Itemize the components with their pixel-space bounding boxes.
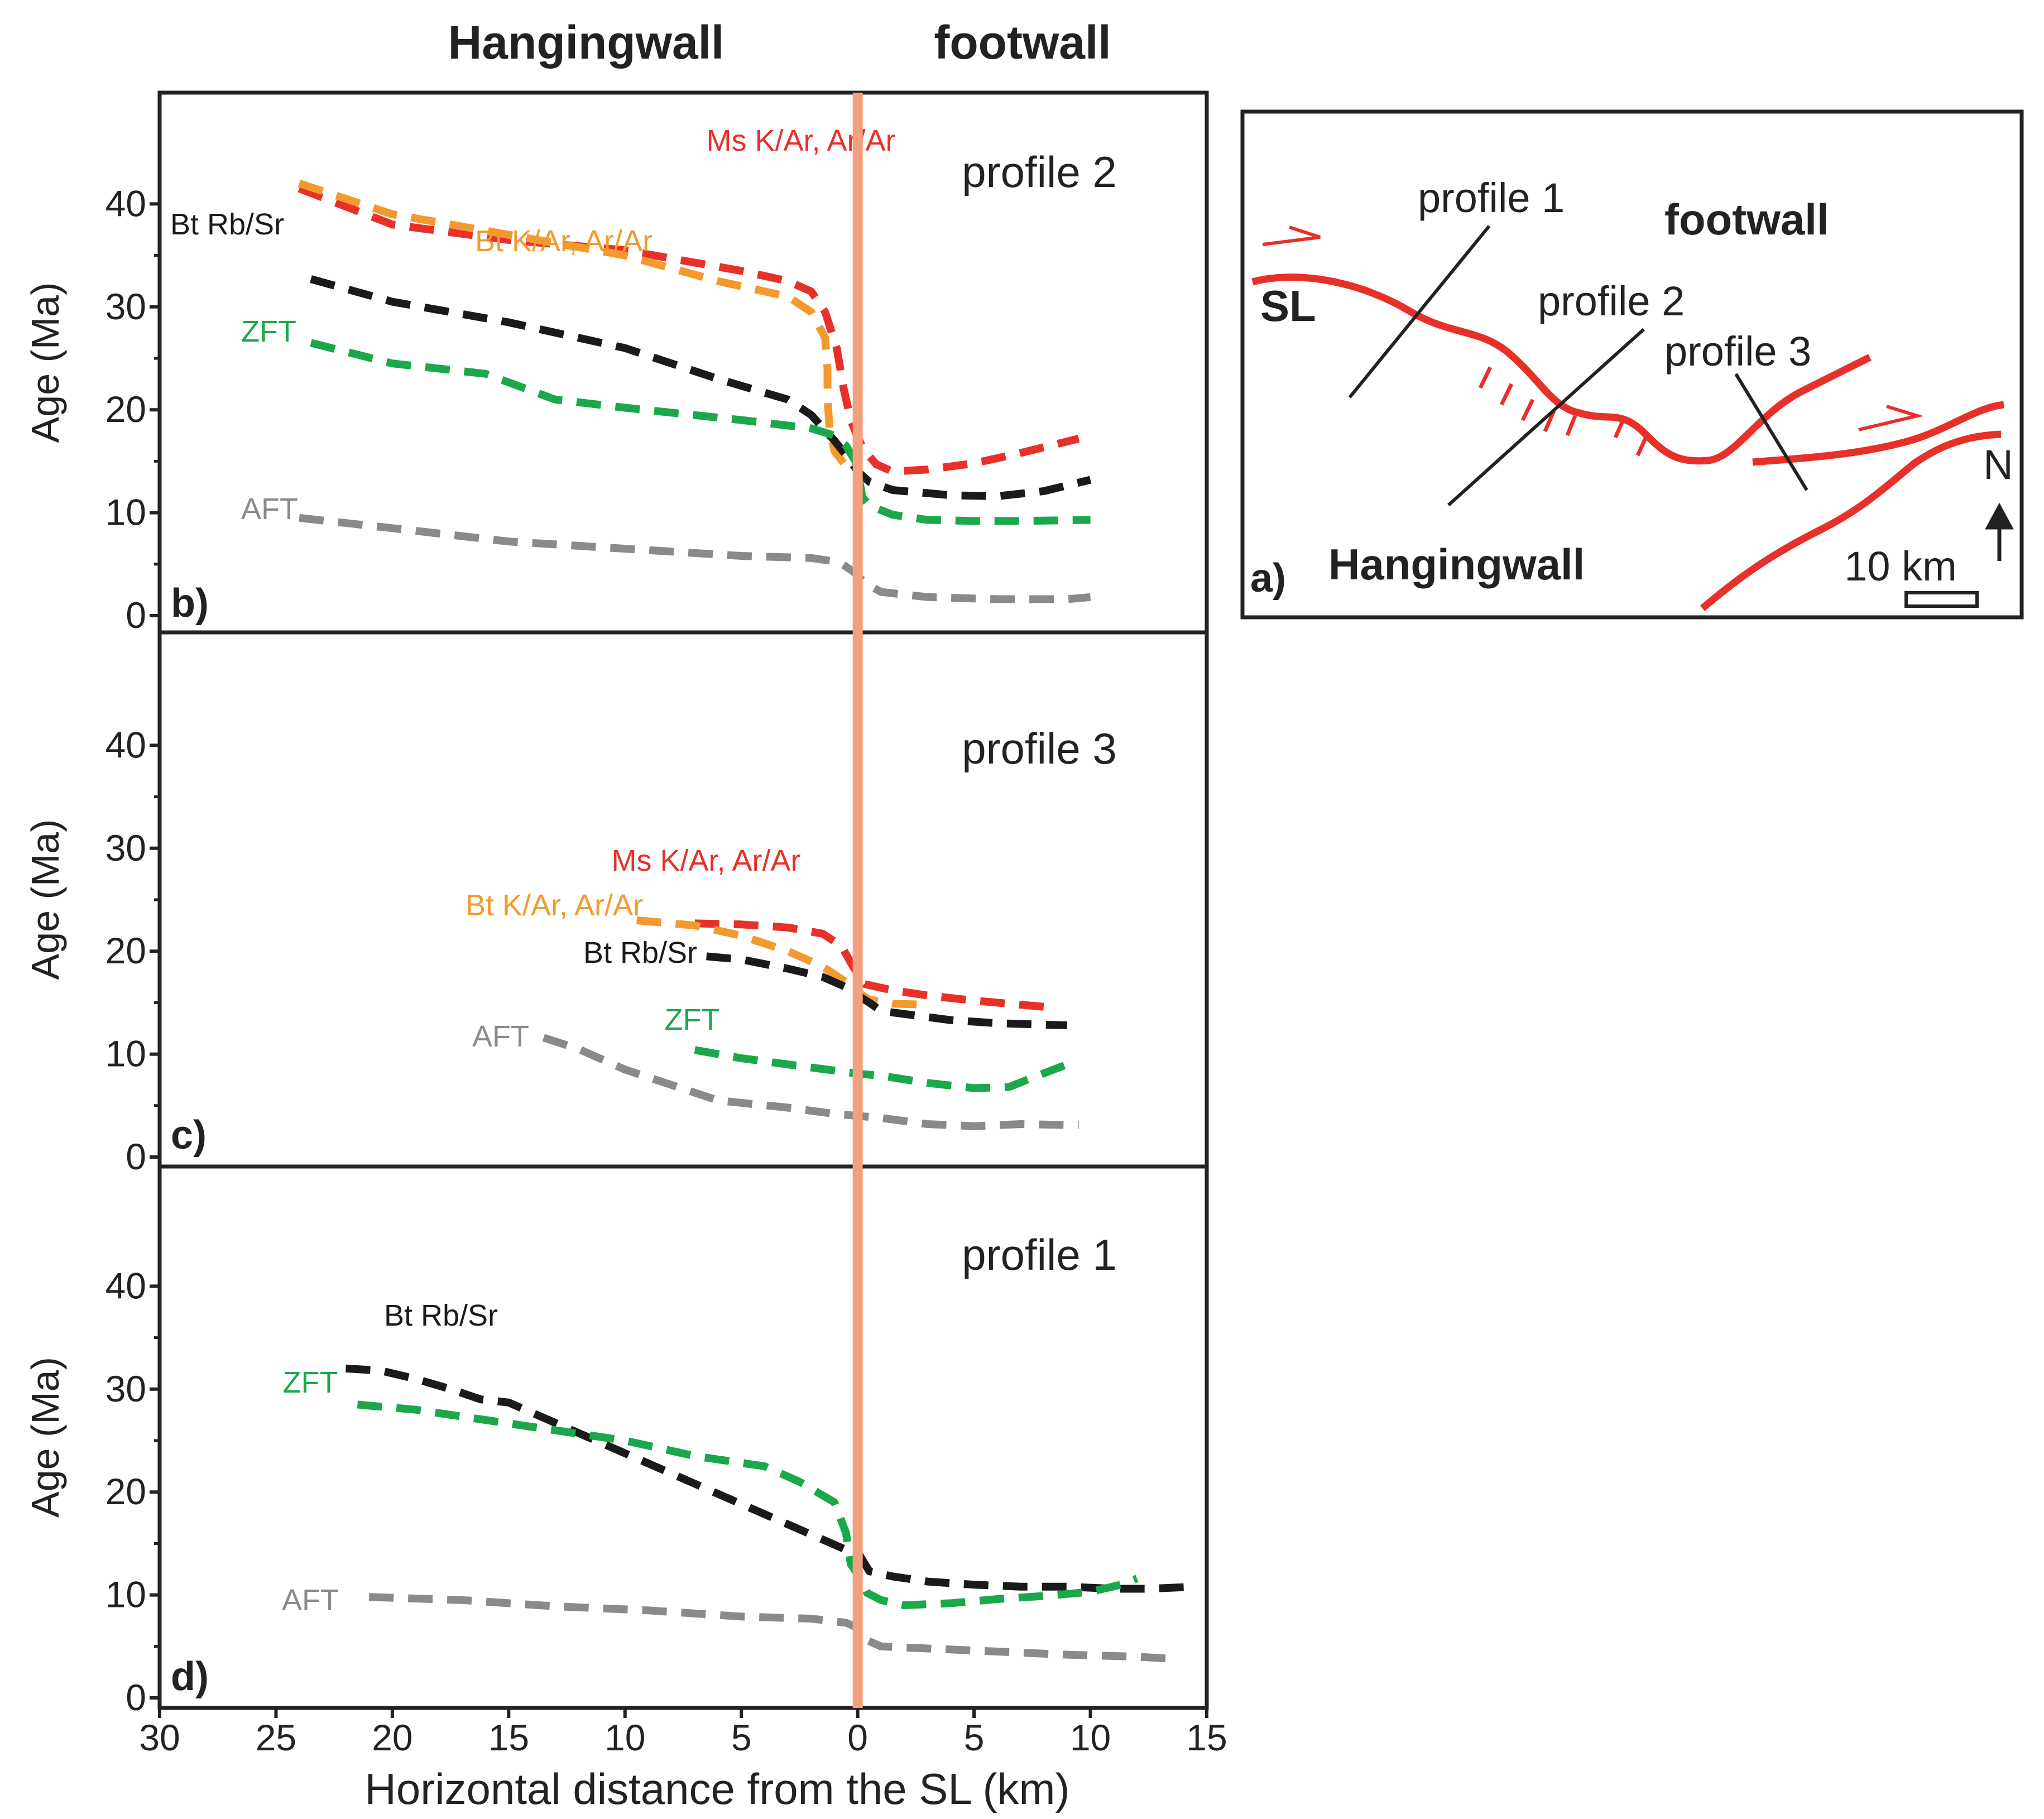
y-tick-label: 10	[105, 1574, 146, 1615]
map-panel: SL profile 1 profile 2 profile 3 footwal…	[1240, 109, 2024, 620]
panel-letter: b)	[171, 581, 209, 626]
x-tick-label: 10	[604, 1717, 645, 1758]
panel-frame	[157, 630, 1209, 1169]
y-axis-label: Age (Ma)	[23, 282, 67, 443]
x-tick-label: 15	[488, 1717, 529, 1758]
series-label-ms: Ms K/Ar, Ar/Ar	[706, 124, 895, 157]
profile-3-line	[1734, 373, 1808, 491]
series-line-btkar	[636, 916, 928, 1009]
series-line-btrb	[346, 1364, 1196, 1593]
map-label-profile-1: profile 1	[1418, 175, 1565, 221]
series-line-aft	[299, 513, 1091, 603]
map-frame	[1240, 109, 2024, 620]
y-tick-label: 20	[105, 930, 146, 971]
sense-of-shear-arrow-left	[1262, 225, 1321, 246]
series-line-btrb	[706, 952, 1068, 1029]
series-label-btrb: Bt Rb/Sr	[384, 1299, 498, 1332]
series-line-btrb	[310, 275, 1092, 501]
series-label-aft: AFT	[282, 1583, 339, 1617]
map-panel-letter: a)	[1250, 556, 1286, 601]
series-label-aft: AFT	[241, 492, 298, 526]
y-tick-label: 0	[126, 594, 146, 636]
x-tick-label: 5	[964, 1717, 985, 1758]
map-label-profile-3: profile 3	[1664, 328, 1811, 375]
sense-of-shear-arrow-right	[1858, 405, 1924, 431]
y-axis-label: Age (Ma)	[23, 1357, 67, 1518]
series-label-zft: ZFT	[665, 1003, 720, 1036]
normal-fault-hachures	[1478, 366, 1649, 457]
series-label-btkar: Bt K/Ar, Ar/Ar	[466, 889, 643, 922]
profile-1-line	[1348, 225, 1491, 399]
series-label-ms: Ms K/Ar, Ar/Ar	[611, 844, 800, 877]
x-tick-label: 15	[1186, 1717, 1227, 1758]
fault-trace-middle	[1752, 401, 2004, 466]
y-tick-label: 30	[105, 827, 146, 868]
header-footwall: footwall	[934, 16, 1111, 69]
chart-panel-d: 0 10 20 30 40 Age (Ma) d) profile 1 Bt Rb/Sr ZFT A…	[23, 1164, 1209, 1718]
series-line-ms	[694, 919, 1056, 1012]
x-axis: 30 25 20 15 10 5 0 5 10 15	[139, 1708, 1227, 1758]
profile-2-line	[1447, 328, 1645, 507]
y-tick-label: 40	[105, 1265, 146, 1306]
x-axis-label: Horizontal distance from the SL (km)	[365, 1764, 1070, 1813]
y-tick-label: 30	[105, 1368, 146, 1409]
series-label-zft: ZFT	[283, 1366, 338, 1399]
series-line-aft	[368, 1593, 1172, 1663]
chart-panel-b: 0 10 20 30 40 Age (Ma) b) profile 2 Ms K/Ar, Ar/…	[23, 90, 1209, 636]
y-tick-label: 0	[126, 1677, 146, 1718]
header-hangingwall: Hangingwall	[448, 16, 724, 69]
x-tick-label: 30	[139, 1717, 180, 1758]
panel-frame	[157, 1164, 1209, 1710]
series-line-ms	[298, 185, 1080, 476]
map-label-footwall: footwall	[1664, 195, 1829, 244]
y-tick-label: 0	[126, 1136, 146, 1177]
series-line-zft	[357, 1400, 1139, 1609]
north-arrow-icon	[1985, 502, 2014, 561]
series-label-aft: AFT	[472, 1020, 529, 1053]
series-line-aft	[542, 1034, 1079, 1130]
y-tick-label: 20	[105, 1471, 146, 1512]
panel-title: profile 2	[962, 147, 1117, 196]
chart-panel-c: 0 10 20 30 40 Age (Ma) c) profile 3 Ms K/Ar, Ar/…	[23, 630, 1209, 1177]
scale-bar	[1904, 591, 1979, 608]
panel-letter: c)	[171, 1113, 207, 1158]
x-tick-label: 5	[731, 1717, 752, 1758]
fault-trace-main	[1251, 273, 1872, 465]
series-label-btkar: Bt K/Ar, Ar/Ar	[475, 224, 652, 258]
series-line-zft	[694, 1046, 1069, 1092]
y-tick-label: 10	[105, 1033, 146, 1074]
series-line-zft	[310, 339, 1091, 525]
panel-letter: d)	[171, 1654, 209, 1699]
fault-trace-lower	[1700, 430, 2002, 611]
fault-label-sl: SL	[1260, 281, 1316, 330]
y-tick-label: 10	[105, 492, 146, 533]
x-tick-label: 0	[847, 1717, 868, 1758]
x-tick-label: 10	[1070, 1717, 1111, 1758]
x-tick-label: 20	[372, 1717, 412, 1758]
scale-label: 10 km	[1844, 543, 1957, 589]
series-label-btrb: Bt Rb/Sr	[170, 208, 284, 241]
map-label-profile-2: profile 2	[1538, 278, 1685, 324]
map-label-hangingwall: Hangingwall	[1328, 540, 1585, 589]
x-tick-label: 25	[256, 1717, 296, 1758]
panel-title: profile 1	[962, 1230, 1117, 1279]
y-axis-label: Age (Ma)	[23, 819, 67, 980]
y-tick-label: 20	[105, 388, 146, 430]
north-label: N	[1983, 441, 2013, 488]
series-label-zft: ZFT	[241, 315, 296, 348]
series-line-btkar	[298, 179, 856, 475]
series-label-btrb: Bt Rb/Sr	[583, 936, 697, 970]
y-tick-label: 40	[105, 724, 146, 765]
panel-title: profile 3	[962, 724, 1117, 773]
y-tick-label: 40	[105, 183, 146, 224]
y-tick-label: 30	[105, 286, 146, 327]
